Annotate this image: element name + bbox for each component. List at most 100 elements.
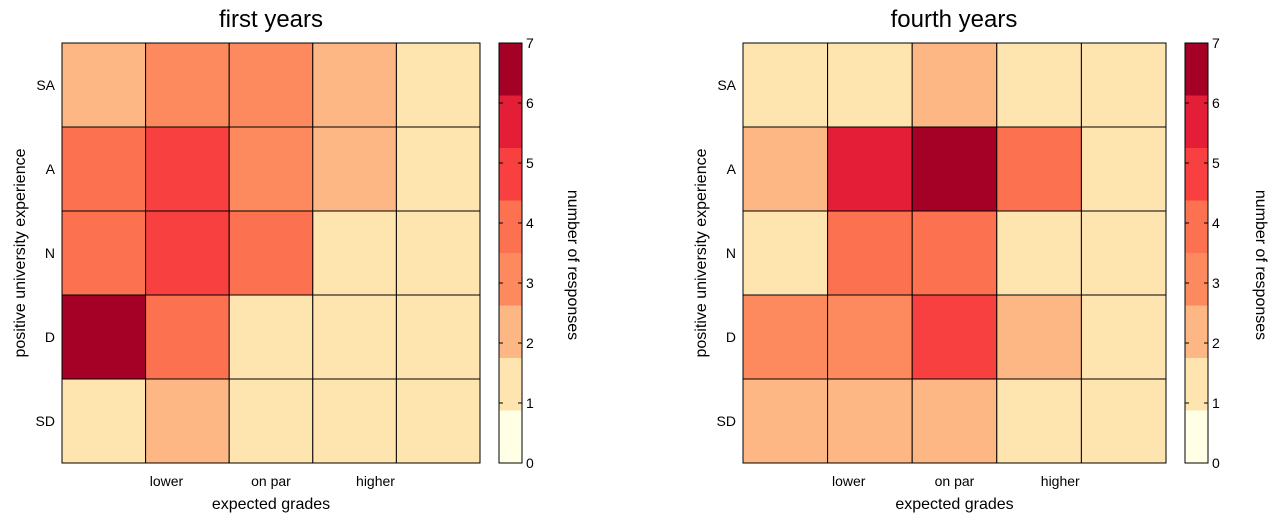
chart-title: first years — [219, 6, 323, 33]
colorbar-tick-label: 2 — [526, 335, 534, 351]
colorbar-tick-label: 1 — [526, 395, 534, 411]
y-tick-label: A — [727, 161, 737, 177]
heatmap-cell — [996, 42, 1082, 128]
heatmap-cell — [312, 378, 397, 464]
heatmap-cell — [145, 210, 230, 296]
heatmap-cell — [742, 378, 829, 464]
x-tick-label: on par — [935, 473, 975, 489]
heatmap-cell — [395, 210, 481, 296]
x-tick-label: lower — [832, 473, 866, 489]
heatmap-cell — [742, 210, 829, 296]
y-tick-label: N — [726, 245, 736, 261]
heatmap-cell — [145, 378, 230, 464]
x-tick-label: higher — [356, 473, 395, 489]
heatmap-cell — [61, 126, 147, 212]
colorbar-tick-label: 4 — [526, 215, 534, 231]
colorbar-segment — [499, 358, 522, 411]
colorbar-tick-label: 5 — [526, 155, 534, 171]
x-tick-label: lower — [150, 473, 184, 489]
heatmap-cell — [742, 126, 829, 212]
heatmap-cell — [228, 294, 314, 380]
heatmap-cell — [145, 294, 230, 380]
x-tick-label: higher — [1041, 473, 1080, 489]
colorbar-frame — [498, 42, 523, 464]
heatmap-panel-first: first years SA A N D SD lower on par higher expec… — [12, 6, 581, 513]
heatmap-cell — [827, 210, 913, 296]
colorbar-tick-label: 0 — [1212, 455, 1220, 471]
y-tick-label: A — [46, 161, 56, 177]
heatmap-cell — [312, 294, 397, 380]
y-tick-label: SD — [36, 413, 55, 429]
heatmap-cell — [996, 126, 1082, 212]
y-tick-label: SA — [717, 77, 736, 93]
chart-title: fourth years — [891, 6, 1018, 33]
heatmap-cell — [911, 294, 998, 380]
y-tick-label: SA — [36, 77, 55, 93]
heatmap-cell — [395, 294, 481, 380]
heatmap-panel-fourth: fourth years SA A N D SD lower on par higher expe… — [693, 6, 1269, 513]
heatmap-cell — [228, 378, 314, 464]
heatmap-cell — [742, 294, 829, 380]
heatmap-cell — [61, 42, 147, 128]
heatmap-cell — [827, 378, 913, 464]
heatmap-cell — [312, 210, 397, 296]
heatmap-cell — [827, 126, 913, 212]
colorbar-segment — [1185, 148, 1208, 201]
heatmap-cell — [911, 378, 998, 464]
heatmap-cell — [395, 42, 481, 128]
heatmap-cell — [61, 210, 147, 296]
colorbar-tick-label: 6 — [1212, 95, 1220, 111]
colorbar-tick-label: 5 — [1212, 155, 1220, 171]
colorbar: 0 1 2 3 4 5 6 7 number of responses — [1184, 35, 1269, 471]
heatmap-cell — [911, 126, 998, 212]
colorbar-segment — [1185, 253, 1208, 306]
heatmap-cell — [1080, 294, 1167, 380]
heatmap-cell — [1080, 42, 1167, 128]
heatmap-cell — [1080, 378, 1167, 464]
colorbar-tick-label: 2 — [1212, 335, 1220, 351]
colorbar-segment — [499, 305, 522, 358]
colorbar-segment — [499, 410, 522, 463]
colorbar-segment — [1185, 305, 1208, 358]
heatmap-cell — [395, 126, 481, 212]
y-axis-label: positive university experience — [693, 148, 710, 357]
heatmap-cell — [1080, 126, 1167, 212]
colorbar-segment — [499, 43, 522, 96]
x-axis-label: expected grades — [895, 496, 1013, 513]
colorbar-segment — [1185, 410, 1208, 463]
y-tick-label: D — [45, 329, 55, 345]
colorbar-tick-label: 7 — [1212, 35, 1220, 51]
colorbar-label: number of responses — [1252, 190, 1269, 340]
y-tick-label: D — [726, 329, 736, 345]
y-tick-label: SD — [717, 413, 736, 429]
heatmap-cell — [61, 378, 147, 464]
colorbar: 0 1 2 3 4 5 6 7 number of responses — [498, 35, 581, 471]
colorbar-segment — [1185, 358, 1208, 411]
colorbar-segment — [1185, 43, 1208, 96]
heatmap-cell — [145, 42, 230, 128]
colorbar-tick-label: 6 — [526, 95, 534, 111]
heatmap-cell — [911, 42, 998, 128]
plot-frame — [742, 42, 1167, 464]
colorbar-segment — [499, 148, 522, 201]
heatmap-cell — [145, 126, 230, 212]
heatmap-cell — [996, 210, 1082, 296]
y-axis-label: positive university experience — [12, 148, 29, 357]
colorbar-segment — [499, 200, 522, 253]
colorbar-segment — [1185, 200, 1208, 253]
y-tick-label: N — [45, 245, 55, 261]
heatmap-cell — [228, 126, 314, 212]
heatmap-cell — [228, 42, 314, 128]
heatmap-cell — [312, 42, 397, 128]
colorbar-tick-label: 7 — [526, 35, 534, 51]
plot-frame — [61, 42, 481, 464]
colorbar-segment — [1185, 95, 1208, 148]
heatmap-cell — [395, 378, 481, 464]
heatmap-cell — [61, 294, 147, 380]
colorbar-tick-label: 3 — [526, 275, 534, 291]
colorbar-frame — [1184, 42, 1209, 464]
heatmap-cell — [742, 42, 829, 128]
heatmap-cell — [827, 294, 913, 380]
heatmap-cell — [911, 210, 998, 296]
